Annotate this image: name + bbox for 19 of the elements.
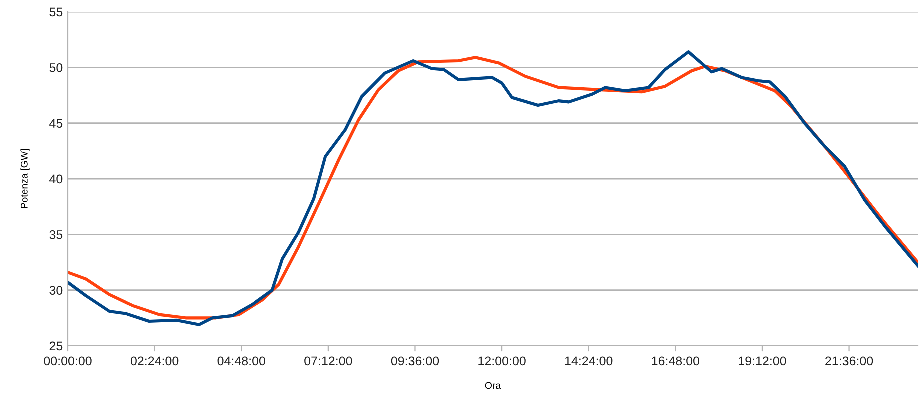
x-tick-label: 07:12:00 <box>304 356 352 366</box>
y-tick-label: 30 <box>50 286 63 295</box>
y-tick-label: 50 <box>50 63 63 72</box>
x-tick-label: 09:36:00 <box>391 356 440 366</box>
x-axis-title: Ora <box>485 382 502 390</box>
x-tick-label: 16:48:00 <box>652 356 700 366</box>
x-tick-label: 02:24:00 <box>130 356 179 366</box>
x-tick-label: 21:36:00 <box>826 356 874 366</box>
x-tick-label: 14:24:00 <box>565 356 613 366</box>
y-tick-label: 25 <box>50 342 63 351</box>
x-tick-label: 00:00:00 <box>44 356 92 366</box>
x-tick-label: 12:00:00 <box>478 356 526 366</box>
y-tick-label: 45 <box>50 119 63 128</box>
y-tick-label: 35 <box>50 230 63 240</box>
x-tick-label: 19:12:00 <box>739 356 786 366</box>
y-tick-label: 55 <box>50 8 63 17</box>
y-axis-title: Potenza [GW] <box>20 149 30 208</box>
x-tick-label: 04:48:00 <box>218 356 266 366</box>
y-tick-label: 40 <box>50 174 63 184</box>
